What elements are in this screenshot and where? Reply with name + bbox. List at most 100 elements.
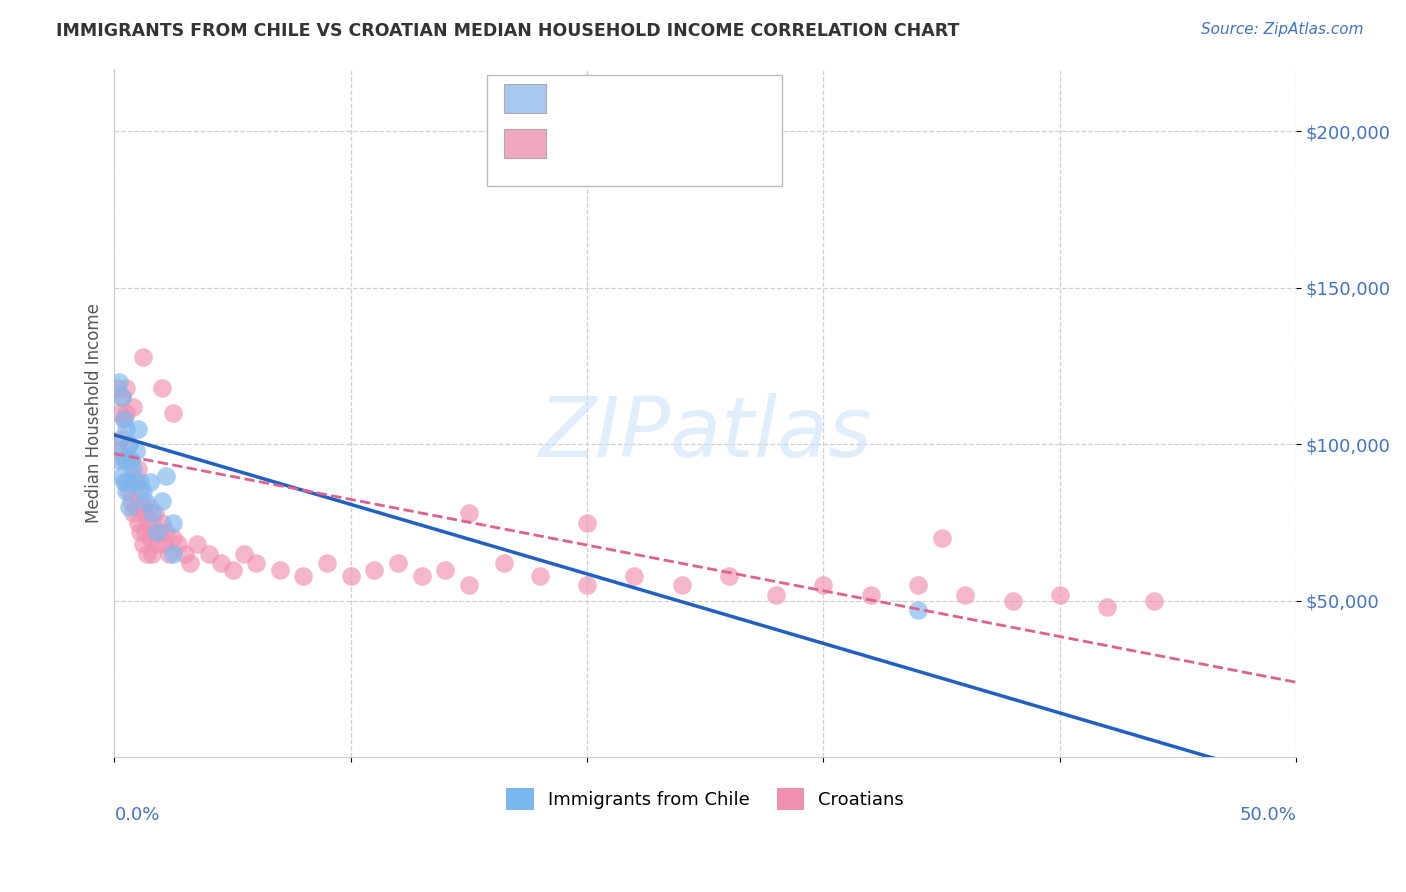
Point bbox=[115, 484, 138, 499]
Y-axis label: Median Household Income: Median Household Income bbox=[86, 303, 103, 523]
Point bbox=[143, 506, 166, 520]
Point bbox=[112, 412, 135, 426]
Point bbox=[907, 603, 929, 617]
Point bbox=[115, 381, 138, 395]
Text: N = 79: N = 79 bbox=[682, 136, 749, 153]
Point bbox=[110, 431, 132, 445]
Point bbox=[363, 562, 385, 576]
Point bbox=[907, 578, 929, 592]
Point bbox=[931, 531, 953, 545]
Point bbox=[112, 453, 135, 467]
Point bbox=[576, 516, 599, 530]
Text: ZIPatlas: ZIPatlas bbox=[538, 393, 872, 475]
Point bbox=[110, 468, 132, 483]
Point bbox=[108, 443, 131, 458]
Point bbox=[122, 468, 145, 483]
Point bbox=[108, 453, 131, 467]
Point bbox=[150, 493, 173, 508]
Point bbox=[115, 453, 138, 467]
Text: N = 28: N = 28 bbox=[682, 90, 749, 109]
Point bbox=[134, 493, 156, 508]
Point bbox=[120, 453, 142, 467]
Point bbox=[150, 381, 173, 395]
Point bbox=[765, 588, 787, 602]
Point bbox=[141, 547, 163, 561]
Point bbox=[179, 556, 201, 570]
Point bbox=[120, 493, 142, 508]
Point bbox=[122, 506, 145, 520]
Point bbox=[671, 578, 693, 592]
Point bbox=[112, 475, 135, 489]
Point bbox=[623, 569, 645, 583]
Legend: Immigrants from Chile, Croatians: Immigrants from Chile, Croatians bbox=[499, 780, 911, 817]
Point bbox=[148, 524, 170, 539]
Point bbox=[105, 437, 128, 451]
Point bbox=[139, 475, 162, 489]
Point bbox=[157, 547, 180, 561]
Point bbox=[269, 562, 291, 576]
Point bbox=[155, 524, 177, 539]
Point bbox=[120, 475, 142, 489]
Point bbox=[209, 556, 232, 570]
Point bbox=[125, 500, 148, 514]
Point bbox=[125, 475, 148, 489]
Point bbox=[129, 475, 152, 489]
Point bbox=[139, 500, 162, 514]
Point bbox=[129, 484, 152, 499]
Point bbox=[132, 500, 155, 514]
Point bbox=[162, 516, 184, 530]
Point bbox=[717, 569, 740, 583]
Point bbox=[122, 462, 145, 476]
Point bbox=[576, 578, 599, 592]
Point bbox=[134, 506, 156, 520]
Point bbox=[162, 406, 184, 420]
Point bbox=[153, 537, 176, 551]
Point bbox=[127, 516, 149, 530]
Text: R = -0.536: R = -0.536 bbox=[558, 90, 654, 109]
Point bbox=[1001, 594, 1024, 608]
FancyBboxPatch shape bbox=[486, 76, 782, 186]
Point bbox=[150, 516, 173, 530]
Point bbox=[136, 547, 159, 561]
Point bbox=[132, 537, 155, 551]
Point bbox=[141, 516, 163, 530]
Point bbox=[233, 547, 256, 561]
Point bbox=[198, 547, 221, 561]
Point bbox=[813, 578, 835, 592]
Point bbox=[955, 588, 977, 602]
Point bbox=[146, 524, 169, 539]
Point bbox=[162, 547, 184, 561]
Point bbox=[167, 537, 190, 551]
Point bbox=[316, 556, 339, 570]
Text: IMMIGRANTS FROM CHILE VS CROATIAN MEDIAN HOUSEHOLD INCOME CORRELATION CHART: IMMIGRANTS FROM CHILE VS CROATIAN MEDIAN… bbox=[56, 22, 960, 40]
Text: 50.0%: 50.0% bbox=[1239, 805, 1296, 823]
Point bbox=[115, 406, 138, 420]
Point bbox=[127, 422, 149, 436]
Point bbox=[122, 400, 145, 414]
Point bbox=[112, 412, 135, 426]
Text: R = -0.522: R = -0.522 bbox=[558, 136, 655, 153]
Point bbox=[110, 390, 132, 404]
Point bbox=[1095, 600, 1118, 615]
Point bbox=[117, 437, 139, 451]
FancyBboxPatch shape bbox=[505, 129, 546, 158]
Point bbox=[859, 588, 882, 602]
Point bbox=[1143, 594, 1166, 608]
Point bbox=[529, 569, 551, 583]
Point bbox=[134, 524, 156, 539]
Point bbox=[458, 506, 481, 520]
FancyBboxPatch shape bbox=[505, 85, 546, 113]
Point bbox=[117, 484, 139, 499]
Point bbox=[292, 569, 315, 583]
Point bbox=[141, 506, 163, 520]
Point bbox=[186, 537, 208, 551]
Point bbox=[132, 350, 155, 364]
Point bbox=[105, 381, 128, 395]
Point bbox=[339, 569, 361, 583]
Point bbox=[115, 422, 138, 436]
Text: 0.0%: 0.0% bbox=[114, 805, 160, 823]
Point bbox=[125, 443, 148, 458]
Point bbox=[1049, 588, 1071, 602]
Point bbox=[162, 531, 184, 545]
Point bbox=[155, 468, 177, 483]
